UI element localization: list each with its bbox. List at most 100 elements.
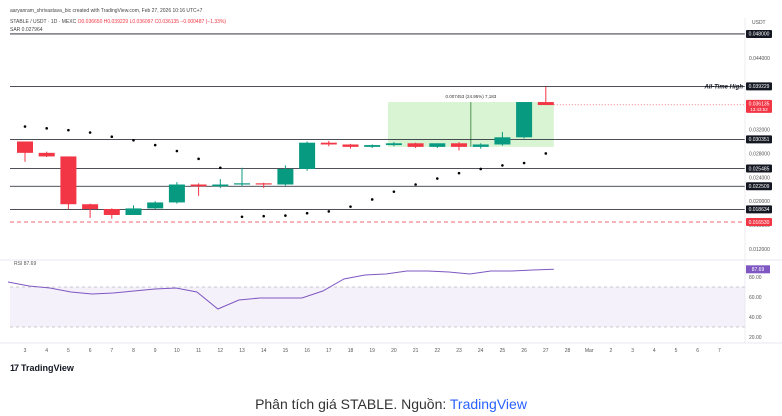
level-badge-label: 0.030351 [749, 137, 770, 143]
level-badge-label: 0.039229 [749, 84, 770, 90]
sar-dot [522, 161, 526, 165]
all-time-high-label: All-Time High [703, 84, 743, 90]
sar-indicator-label: SAR 0.027964 [10, 27, 43, 33]
x-tick-label: 7 [110, 348, 113, 354]
rsi-band [10, 287, 745, 327]
candle-down [407, 143, 424, 147]
candle-up [385, 143, 402, 146]
sar-dot [327, 210, 331, 213]
level-badge-label: 0.048000 [749, 32, 770, 38]
figure-caption: Phân tích giá STABLE. Nguồn: TradingView [0, 396, 782, 412]
sar-dot [175, 149, 179, 153]
candle-up [494, 137, 511, 145]
sar-dot [110, 135, 114, 139]
candle-down [60, 156, 77, 205]
current-price-label: 0.036135 [749, 101, 770, 107]
level-badge-label: 0.016530 [749, 220, 770, 226]
x-tick-label: 4 [45, 348, 48, 354]
x-tick-label: 7 [718, 348, 721, 354]
sar-dot [305, 211, 309, 215]
candle-down [320, 142, 337, 145]
candle-down [82, 204, 99, 210]
x-tick-label: 12 [218, 348, 224, 354]
sar-dot [544, 152, 548, 155]
y-tick-label: 0.012000 [749, 247, 770, 253]
sar-dot [262, 214, 266, 218]
tradingview-mark-icon: 17 [10, 363, 19, 373]
measure-label: 0.007453 (24.95%) 7,183 [445, 94, 496, 99]
sar-dot [370, 198, 374, 201]
x-tick-label: 6 [696, 348, 699, 354]
x-tick-label: 6 [89, 348, 92, 354]
x-tick-label: 25 [500, 348, 506, 354]
candle-down [255, 183, 272, 185]
y-tick-label: 0.024000 [749, 175, 770, 181]
x-tick-label: 3 [24, 348, 27, 354]
y-axis-title: USDT [752, 20, 766, 26]
sar-dot [479, 167, 483, 171]
y-tick-label: 0.028000 [749, 151, 770, 157]
y-tick-label: 0.020000 [749, 199, 770, 205]
rsi-current-badge [746, 265, 770, 274]
sar-dot [436, 177, 439, 180]
x-tick-label: 18 [348, 348, 354, 354]
level-badge [746, 82, 772, 91]
x-tick-label: 23 [456, 348, 462, 354]
level-badge [746, 29, 772, 38]
sar-dot [501, 164, 504, 167]
price-chart[interactable]: 0.007453 (24.95%) 7,183 All-Time High RS… [0, 0, 782, 392]
x-tick-label: 28 [565, 348, 571, 354]
candle-down [342, 144, 359, 147]
tradingview-wordmark: TradingView [21, 363, 74, 373]
sar-dot [240, 215, 244, 219]
x-tick-label: 9 [154, 348, 157, 354]
chart-author-line: aaryanram_shrivastava_bic created with T… [10, 8, 203, 14]
x-tick-label: 14 [261, 348, 267, 354]
x-tick-label: 27 [543, 348, 549, 354]
x-tick-label: 11 [196, 348, 201, 354]
level-badge-label: 0.025485 [749, 166, 770, 172]
candle-up [364, 145, 381, 147]
x-tick-label: 19 [369, 348, 375, 354]
caption-text: Phân tích giá STABLE. Nguồn: [255, 396, 450, 412]
level-badge [746, 182, 772, 191]
sar-dot [23, 125, 27, 128]
y-tick-label: 0.044000 [749, 56, 770, 62]
x-tick-label: 2 [610, 348, 613, 354]
rsi-tick-label: 60.00 [749, 295, 762, 301]
caption-source-link[interactable]: TradingView [449, 396, 527, 412]
candle-up [277, 168, 294, 185]
candle-up [212, 184, 229, 187]
rsi-tick-label: 80.00 [749, 275, 762, 281]
candle-up [472, 144, 489, 147]
x-tick-label: 13 [239, 348, 245, 354]
candle-down [451, 143, 467, 147]
rsi-line [7, 268, 554, 310]
candle-up [516, 102, 533, 138]
sar-dot [153, 143, 157, 147]
rsi-tick-label: 20.00 [749, 335, 762, 341]
x-tick-label: 22 [435, 348, 441, 354]
candle-down [38, 152, 55, 157]
sar-dot [45, 127, 48, 130]
sar-dot [414, 183, 417, 186]
ohlc-values: O0.036650 H0.039229 L0.036097 C0.036135 … [77, 19, 227, 25]
x-tick-label: 3 [631, 348, 634, 354]
level-badge-label: 0.022509 [749, 184, 770, 190]
current-price-badge [746, 99, 772, 113]
symbol-label: STABLE / USDT · 1D · MEXC [10, 19, 77, 25]
sar-dot [349, 205, 352, 208]
sar-dot [457, 171, 461, 175]
rsi-title: RSI 87.69 [14, 261, 36, 267]
x-tick-label: 17 [326, 348, 332, 354]
level-badge [746, 205, 772, 214]
candle-up [299, 142, 316, 169]
candle-down [190, 184, 207, 187]
chart-symbol-line: STABLE / USDT · 1D · MEXC O0.036650 H0.0… [10, 19, 226, 25]
candle-up [168, 184, 185, 203]
x-tick-label: 8 [132, 348, 135, 354]
x-tick-label: 15 [283, 348, 289, 354]
x-tick-label: 26 [521, 348, 527, 354]
x-tick-label: 5 [67, 348, 70, 354]
y-tick-label: 0.032000 [749, 128, 770, 134]
